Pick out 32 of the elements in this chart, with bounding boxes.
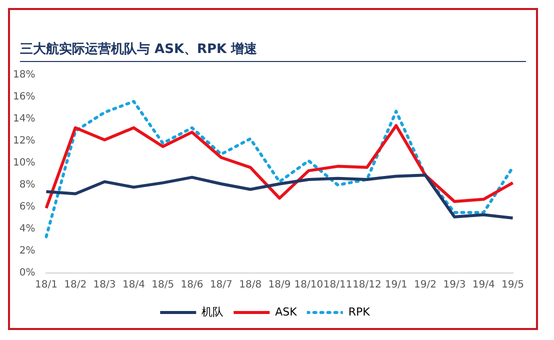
x-tick-label: 18/3 — [93, 280, 116, 291]
legend-label: RPK — [348, 305, 371, 318]
x-tick-label: 18/12 — [352, 280, 382, 291]
x-tick-label: 18/11 — [323, 280, 352, 291]
legend-label: ASK — [275, 305, 298, 318]
y-tick-label: 12% — [12, 136, 36, 147]
x-tick-label: 18/8 — [239, 280, 262, 291]
x-tick-label: 19/3 — [443, 280, 466, 291]
x-tick-label: 19/5 — [502, 280, 524, 291]
legend-label: 机队 — [202, 305, 224, 318]
y-tick-label: 16% — [12, 92, 36, 103]
x-tick-label: 19/4 — [472, 280, 495, 291]
x-tick-label: 18/7 — [210, 280, 232, 291]
line-series — [44, 100, 514, 238]
x-tick-label: 18/2 — [64, 280, 87, 291]
x-tick-label: 18/6 — [180, 280, 204, 291]
x-tick-label: 18/10 — [294, 280, 324, 291]
y-tick-label: 18% — [12, 70, 36, 81]
x-tick-label: 18/5 — [152, 280, 174, 291]
x-tick-label: 18/9 — [268, 280, 291, 291]
y-tick-label: 14% — [12, 114, 36, 125]
x-tick-label: 19/2 — [414, 280, 437, 291]
chart-title: 三大航实际运营机队与 ASK、RPK 增速 — [20, 42, 258, 57]
y-tick-label: 10% — [12, 158, 36, 169]
y-tick-label: 2% — [19, 246, 36, 257]
y-tick-label: 4% — [19, 224, 36, 235]
x-tick-label: 18/4 — [122, 280, 145, 291]
y-tick-label: 8% — [19, 180, 36, 191]
y-tick-label: 0% — [19, 268, 36, 279]
y-tick-label: 6% — [19, 202, 36, 213]
x-tick-label: 19/1 — [384, 280, 408, 291]
x-tick-label: 18/1 — [34, 280, 58, 291]
